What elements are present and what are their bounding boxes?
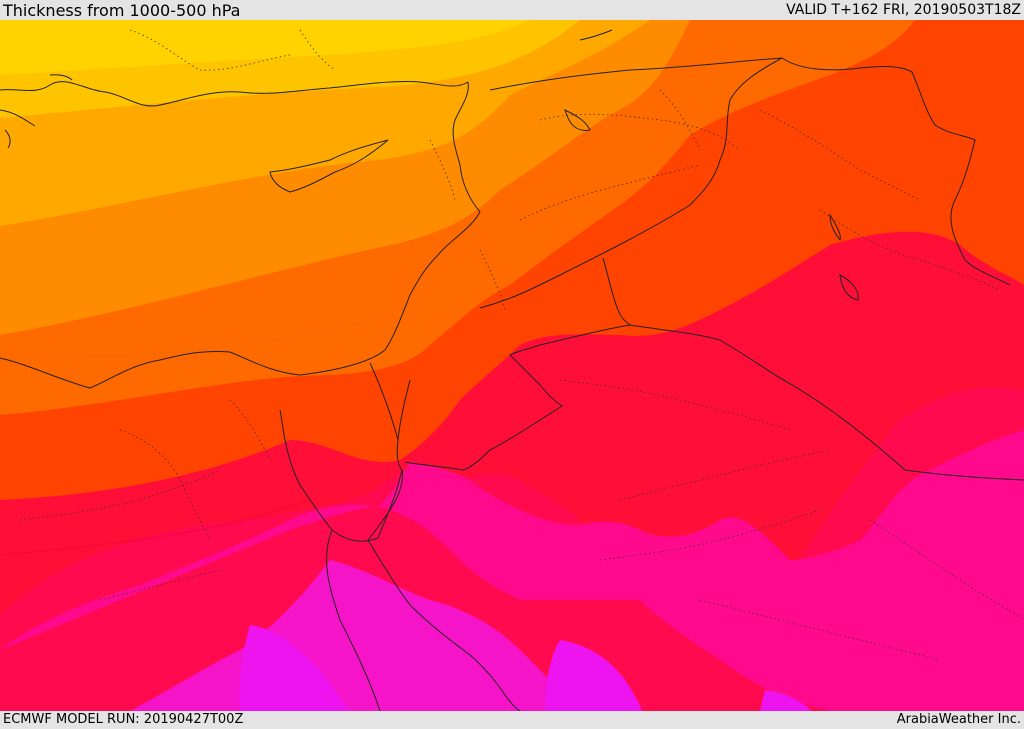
map-header: Thickness from 1000-500 hPa VALID T+162 …	[0, 0, 1024, 20]
band-violet-2	[545, 640, 642, 711]
band-violet-3	[760, 690, 812, 711]
credit-label: ArabiaWeather Inc.	[896, 712, 1021, 727]
map-title: Thickness from 1000-500 hPa	[3, 1, 241, 20]
thickness-map	[0, 20, 1024, 711]
country-borders	[369, 57, 1024, 481]
islands	[4, 29, 859, 301]
band-pink	[0, 430, 1024, 711]
admin-borders	[19, 29, 1024, 661]
band-violet	[239, 625, 350, 711]
coastlines	[0, 81, 521, 711]
model-run-label: ECMWF MODEL RUN: 20190427T00Z	[3, 712, 244, 727]
map-footer: ECMWF MODEL RUN: 20190427T00Z ArabiaWeat…	[0, 711, 1024, 729]
valid-time: VALID T+162 FRI, 20190503T18Z	[786, 2, 1021, 18]
